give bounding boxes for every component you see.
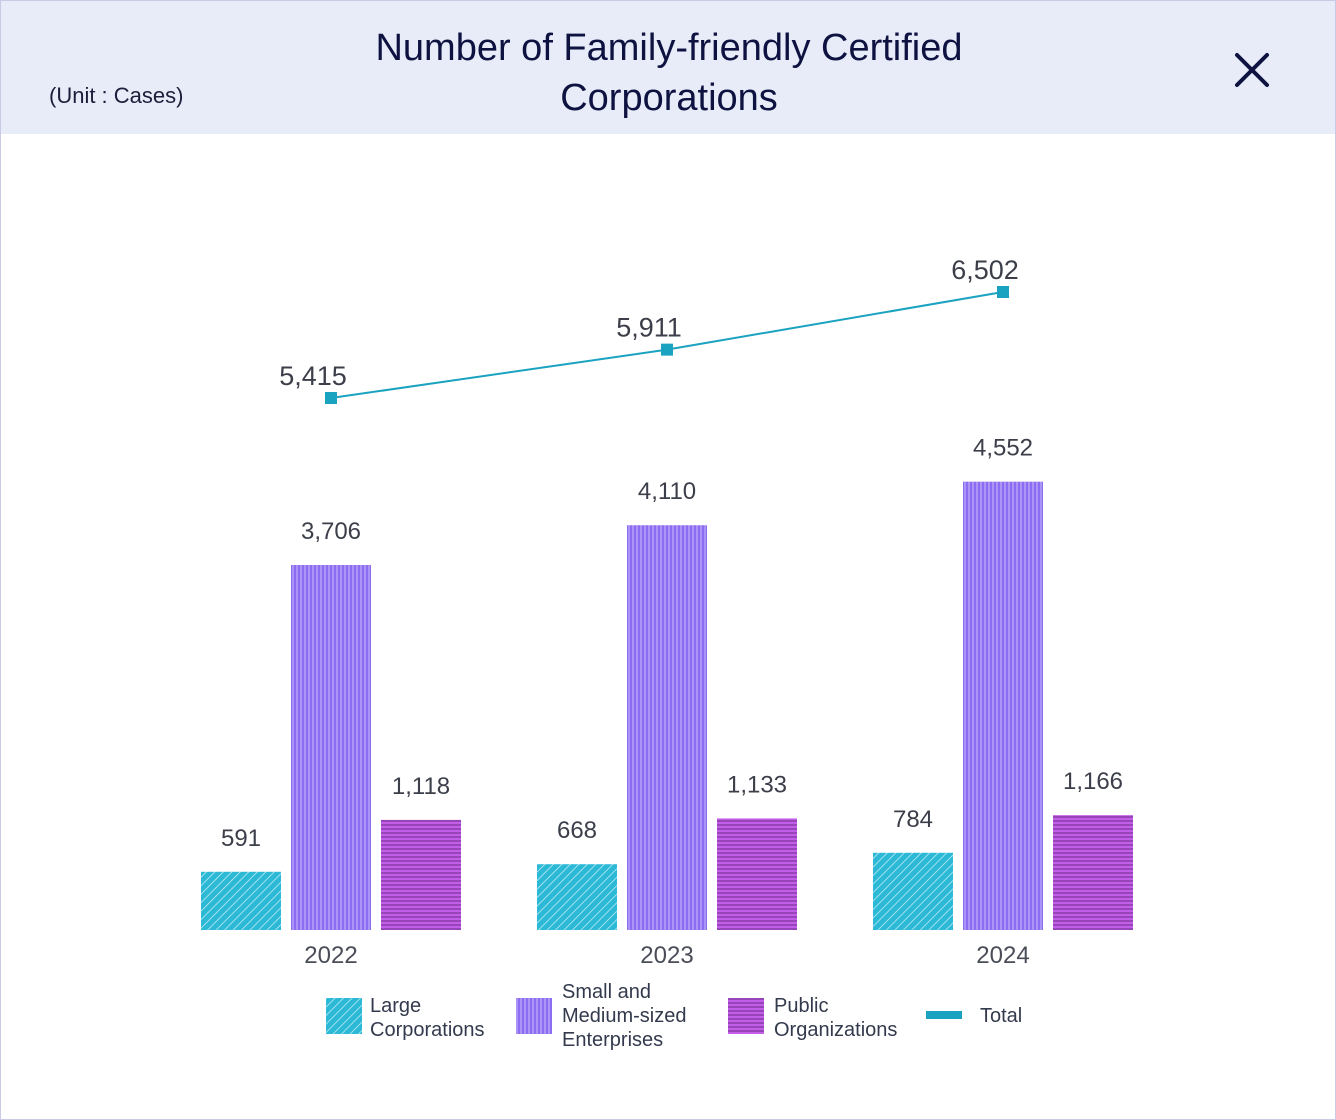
legend-item-public[interactable]: Public Organizations (728, 982, 918, 1054)
total-label-2024: 6,502 (951, 255, 1019, 285)
legend: Large Corporations Small and Medium-size… (326, 981, 1086, 1054)
data-label-large-2024: 784 (893, 806, 933, 833)
legend-item-sme[interactable]: Small and Medium-sized Enterprises (516, 981, 716, 1054)
total-label-2022: 5,415 (279, 361, 347, 391)
total-label-2023: 5,911 (616, 313, 682, 343)
data-label-public-2024: 1,166 (1063, 768, 1123, 795)
bar-large-2022[interactable] (201, 871, 281, 930)
bar-large-2023[interactable] (537, 864, 617, 930)
title-line-2: Corporations (560, 77, 778, 119)
bar-sme-2024[interactable] (963, 481, 1043, 930)
data-label-public-2022: 1,118 (392, 773, 450, 800)
legend-swatch-large (326, 998, 362, 1034)
x-tick-2023: 2023 (640, 942, 693, 969)
data-label-sme-2023: 4,110 (638, 478, 696, 505)
legend-item-large[interactable]: Large Corporations (326, 982, 506, 1054)
total-point-2022[interactable] (325, 392, 337, 404)
label-group: 591 3,706 1,118 2022 668 4,110 1,133 2023 784 4,5… (221, 255, 1123, 969)
x-tick-2022: 2022 (304, 942, 357, 969)
close-icon (1235, 53, 1269, 87)
bar-public-2022[interactable] (381, 819, 461, 930)
data-label-public-2023: 1,133 (727, 771, 787, 798)
data-label-large-2023: 668 (557, 817, 597, 844)
legend-label-sme: Small and Medium-sized Enterprises (562, 981, 687, 1051)
page-title: Number of Family-friendly Certified Corp… (269, 23, 1069, 123)
legend-swatch-public (728, 998, 764, 1034)
bar-public-2023[interactable] (717, 818, 797, 930)
data-label-large-2022: 591 (221, 825, 261, 852)
header-bar: (Unit : Cases) Number of Family-friendly… (1, 1, 1335, 134)
legend-item-total[interactable]: Total (926, 982, 1066, 1054)
x-tick-2024: 2024 (976, 942, 1029, 969)
bar-public-2024[interactable] (1053, 815, 1133, 930)
bar-group (201, 481, 1133, 930)
close-button[interactable] (1227, 45, 1277, 95)
total-point-2024[interactable] (997, 286, 1009, 298)
legend-swatch-total (926, 1011, 962, 1019)
title-line-1: Number of Family-friendly Certified (375, 27, 963, 69)
legend-label-large: Large Corporations (370, 995, 485, 1041)
legend-label-total: Total (980, 1005, 1023, 1027)
unit-label: (Unit : Cases) (49, 83, 184, 108)
total-point-2023[interactable] (661, 343, 673, 356)
bar-sme-2022[interactable] (291, 565, 371, 930)
total-line-group (325, 286, 1009, 404)
bar-large-2024[interactable] (873, 852, 953, 930)
legend-swatch-sme (516, 998, 552, 1034)
legend-label-public: Public Organizations (774, 995, 898, 1041)
data-label-sme-2024: 4,552 (973, 435, 1033, 462)
data-label-sme-2022: 3,706 (301, 518, 361, 545)
bar-sme-2023[interactable] (627, 525, 707, 930)
